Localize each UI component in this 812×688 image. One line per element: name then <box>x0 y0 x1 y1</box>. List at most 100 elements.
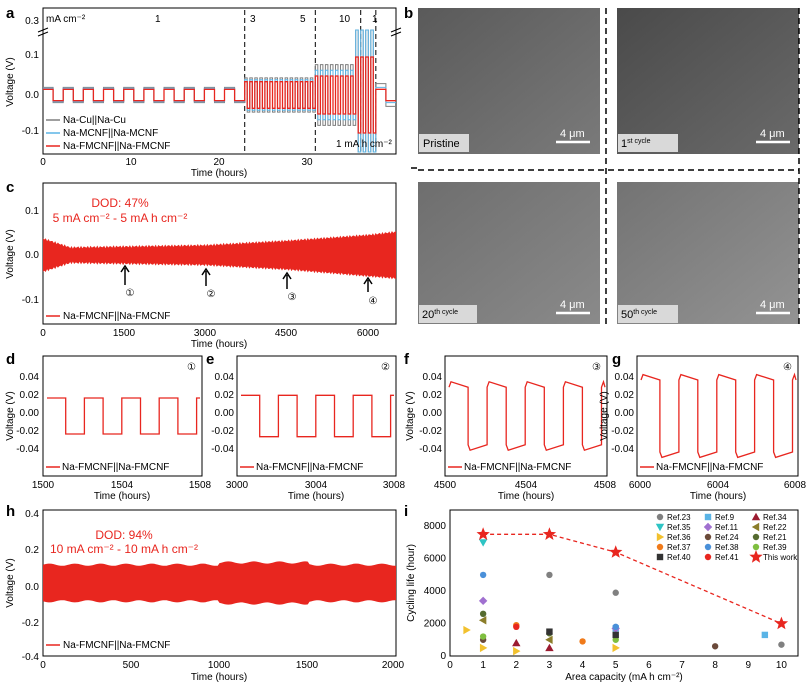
panel-i-legend: Ref.23 Ref.9 Ref.34 Ref.35 Ref.11 Ref.22 Ref.3… <box>655 512 798 563</box>
g-ytick-0.02: 0.02 <box>615 390 635 401</box>
sem-label-20th: 20th cycle <box>422 309 458 321</box>
sem-image-50th-cycle <box>617 182 799 324</box>
f-xtick-4500: 4500 <box>434 480 457 491</box>
g-ytick-0.00: 0.00 <box>615 408 635 419</box>
i-legend-label: Ref.34 <box>763 513 787 522</box>
i-ytick-6000: 6000 <box>424 554 447 565</box>
panel-a-plot <box>37 10 402 153</box>
scale-label-2: 4 μm <box>760 128 785 140</box>
e-ytick-0.04: 0.04 <box>215 372 235 383</box>
panel-b: b Pristine 1st cycle 20th cycle 50th cyc… <box>404 5 800 324</box>
i-point-ref-34 <box>545 643 554 652</box>
h-ytick-n0.2: -0.2 <box>22 618 40 629</box>
sem-label-box-pristine <box>419 134 469 152</box>
i-point-ref-36 <box>463 625 471 635</box>
i-legend-label: Ref.39 <box>763 543 787 552</box>
panel-a-segment-10: 10 <box>339 14 351 25</box>
c-xtick-0: 0 <box>40 328 46 339</box>
i-point-ref-24 <box>711 643 719 650</box>
i-point-ref-40 <box>546 628 553 635</box>
d-legend-label: Na-FMCNF||Na-FMCNF <box>62 462 169 473</box>
c-marker-4: ④ <box>369 296 378 307</box>
legend-label-na-cu: Na-Cu||Na-Cu <box>63 115 126 126</box>
e-ytick-n0.02: -0.02 <box>211 426 234 437</box>
i-legend-label: Ref.36 <box>667 533 691 542</box>
d-marker: ① <box>187 362 196 373</box>
panel-a: a mA cm⁻² 1 3 5 10 1 1 mA h cm⁻² Na-Cu||… <box>5 5 402 179</box>
f-legend-label: Na-FMCNF||Na-FMCNF <box>464 462 571 473</box>
panel-a-unit-label: mA cm⁻² <box>46 14 86 25</box>
h-xtick-2000: 2000 <box>382 660 405 671</box>
i-legend-marker-ref-39 <box>752 543 760 551</box>
d-xlabel: Time (hours) <box>94 491 150 502</box>
i-legend-label: Ref.37 <box>667 543 691 552</box>
panel-label-i: i <box>404 503 408 520</box>
i-legend-marker-this-work <box>749 550 763 563</box>
panel-c-plot <box>43 231 396 280</box>
sem-image-1st-cycle <box>617 8 799 154</box>
i-point-ref-40 <box>612 631 619 639</box>
panel-h: h DOD: 94% 10 mA cm⁻² - 10 mA h cm⁻² Na-… <box>5 503 405 683</box>
e-xlabel: Time (hours) <box>288 491 344 502</box>
h-ytick-0.2: 0.2 <box>25 545 39 556</box>
panel-h-plot <box>43 561 396 605</box>
e-ytick-n0.04: -0.04 <box>211 444 234 455</box>
up-arrow-icon <box>120 264 130 285</box>
i-legend-label: This work <box>763 553 798 562</box>
up-arrow-icon <box>201 267 211 286</box>
panel-f-frame <box>444 355 608 477</box>
i-legend-marker-ref-22 <box>751 522 760 532</box>
e-series <box>241 394 394 438</box>
panel-a-frame <box>42 7 397 155</box>
i-point-ref-9 <box>761 631 769 639</box>
i-xtick-9: 9 <box>746 660 752 671</box>
i-legend-label: Ref.9 <box>715 513 735 522</box>
a-ytick-0.1: 0.1 <box>25 50 39 61</box>
i-point-ref-35 <box>478 539 488 547</box>
h-xtick-500: 500 <box>123 660 140 671</box>
panel-g-plot <box>640 372 797 459</box>
f-xtick-4508: 4508 <box>594 480 617 491</box>
c-markers: ① ② ③ ④ <box>120 264 378 307</box>
i-point-ref-38 <box>479 571 487 579</box>
panel-i-xticks: 0 1 2 3 4 5 6 7 8 9 10 <box>447 660 787 671</box>
i-xtick-8: 8 <box>712 660 718 671</box>
f-marker: ③ <box>592 362 601 373</box>
i-point-this-work <box>774 616 789 630</box>
i-ytick-2000: 2000 <box>424 619 447 630</box>
g-xlabel: Time (hours) <box>690 491 746 502</box>
c-ytick-0.1: 0.1 <box>25 206 39 217</box>
i-point-ref-38 <box>612 623 619 630</box>
g-xtick-6000: 6000 <box>629 480 652 491</box>
h-xtick-1000: 1000 <box>208 660 231 671</box>
i-this-work-line <box>483 533 782 625</box>
f-ytick-0.04: 0.04 <box>423 372 443 383</box>
i-point-ref-39 <box>479 633 487 640</box>
a-xtick-0: 0 <box>40 157 46 168</box>
a-xlabel: Time (hours) <box>191 168 247 179</box>
h-xtick-0: 0 <box>40 660 46 671</box>
i-legend-marker-ref-9 <box>704 513 712 521</box>
panel-a-segment-1: 1 <box>155 14 161 25</box>
i-point-ref-36 <box>612 643 620 653</box>
i-xlabel: Area capacity (mA h cm⁻²) <box>565 672 683 683</box>
h-ylabel: Voltage (V) <box>5 558 16 607</box>
i-xtick-0: 0 <box>447 660 453 671</box>
a-ylabel: Voltage (V) <box>5 57 16 106</box>
panel-i-frame <box>449 509 799 657</box>
panel-d-plot <box>47 397 200 435</box>
a-xtick-10: 10 <box>125 157 137 168</box>
g-xtick-6004: 6004 <box>707 480 730 491</box>
i-legend-marker-ref-35 <box>655 523 665 532</box>
d-series <box>47 397 200 435</box>
i-legend-marker-ref-41 <box>704 553 712 561</box>
g-marker: ④ <box>783 362 792 373</box>
i-point-ref-23 <box>778 641 785 648</box>
e-xtick-3000: 3000 <box>226 480 249 491</box>
i-legend-label: Ref.38 <box>715 543 739 552</box>
a-axis-break-right <box>390 27 402 37</box>
sem-label-pristine: Pristine <box>423 138 460 150</box>
g-xtick-6008: 6008 <box>784 480 807 491</box>
